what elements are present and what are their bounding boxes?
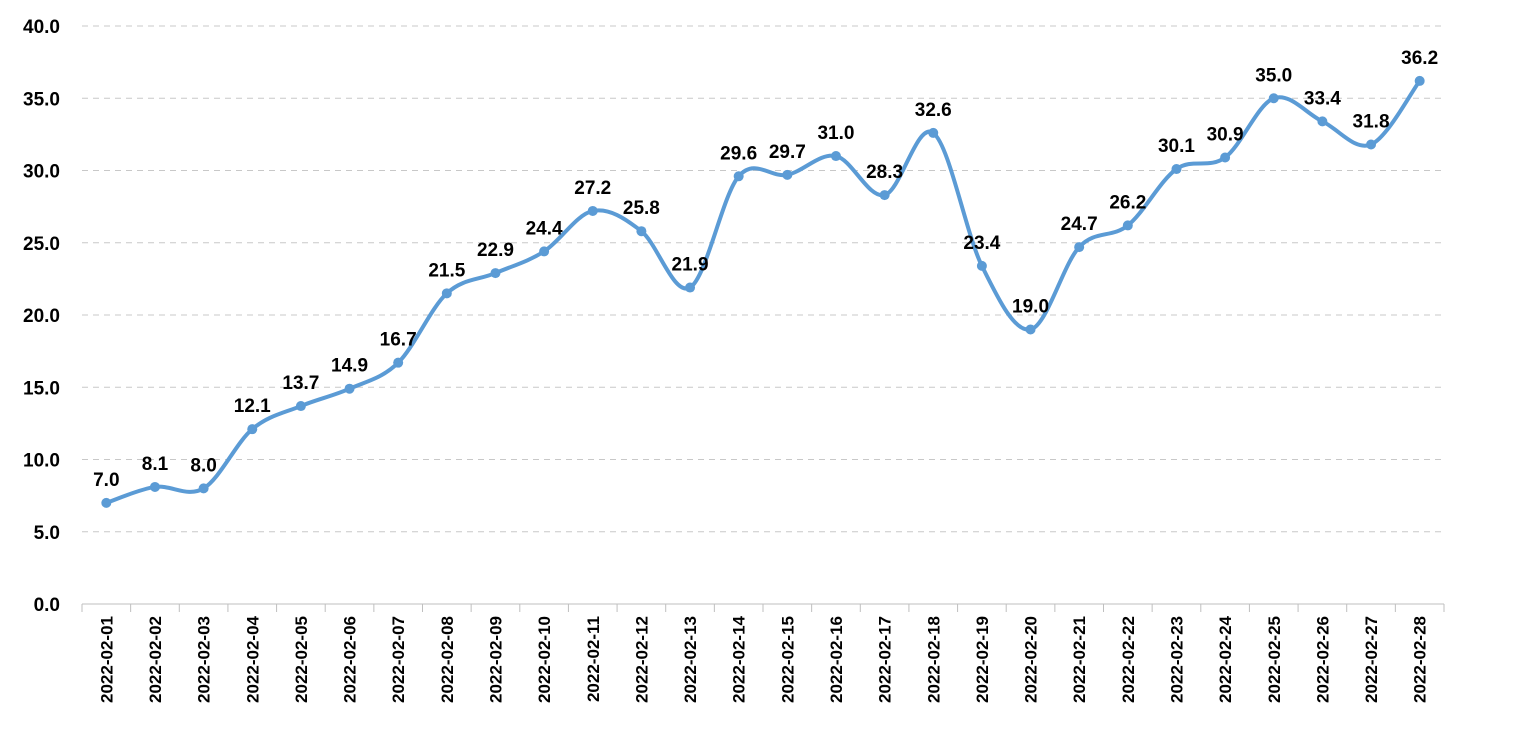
x-tick-label: 2022-02-08 — [438, 616, 457, 703]
y-tick-label: 20.0 — [23, 306, 60, 327]
x-tick-label: 2022-02-21 — [1070, 616, 1089, 703]
y-tick-label: 35.0 — [23, 89, 60, 110]
gridlines — [82, 25, 1444, 533]
x-tick-label: 2022-02-28 — [1411, 616, 1430, 703]
data-point — [830, 151, 841, 162]
data-label: 16.7 — [380, 330, 417, 351]
x-tick-label: 2022-02-11 — [584, 616, 603, 702]
x-tick-label: 2022-02-03 — [195, 616, 214, 703]
data-label: 13.7 — [282, 373, 319, 394]
x-tick-label: 2022-02-18 — [924, 616, 943, 703]
x-tick-label: 2022-02-14 — [730, 615, 749, 703]
x-tick-label: 2022-02-12 — [632, 616, 651, 703]
data-point — [1366, 139, 1377, 150]
data-label: 28.3 — [866, 162, 903, 183]
data-point — [928, 127, 939, 138]
data-label: 27.2 — [574, 178, 611, 199]
data-label: 29.6 — [720, 143, 757, 164]
data-label: 30.1 — [1158, 136, 1195, 157]
data-point — [879, 190, 890, 201]
data-label: 26.2 — [1109, 192, 1146, 213]
data-label: 31.8 — [1353, 111, 1390, 132]
data-point — [685, 282, 696, 293]
data-point — [101, 497, 112, 508]
data-label: 30.9 — [1207, 124, 1244, 145]
x-tick-label: 2022-02-16 — [827, 616, 846, 703]
data-points — [101, 75, 1425, 508]
data-point — [733, 171, 744, 182]
data-label: 8.1 — [142, 454, 169, 475]
data-label: 24.7 — [1061, 214, 1098, 235]
data-point — [393, 357, 404, 368]
x-tick-label: 2022-02-04 — [243, 615, 262, 703]
data-point — [295, 401, 306, 412]
data-point — [149, 481, 160, 492]
x-tick-label: 2022-02-26 — [1313, 616, 1332, 703]
data-label: 8.0 — [190, 455, 216, 476]
data-point — [782, 169, 793, 180]
data-point — [1220, 152, 1231, 163]
data-point — [1122, 220, 1133, 231]
data-point — [636, 226, 647, 237]
data-point — [344, 383, 355, 394]
data-point — [976, 260, 987, 271]
y-tick-label: 10.0 — [23, 451, 60, 472]
x-tick-label: 2022-02-25 — [1265, 616, 1284, 703]
data-label: 25.8 — [623, 198, 660, 219]
y-tick-label: 5.0 — [34, 523, 60, 544]
y-tick-label: 30.0 — [23, 162, 60, 183]
data-point — [1268, 93, 1279, 104]
y-tick-label: 0.0 — [34, 595, 60, 616]
x-tick-label: 2022-02-22 — [1119, 616, 1138, 703]
x-tick-label: 2022-02-07 — [389, 616, 408, 703]
x-tick-label: 2022-02-09 — [486, 616, 505, 703]
data-label: 32.6 — [915, 100, 952, 121]
x-tick-label: 2022-02-24 — [1216, 615, 1235, 703]
data-label: 33.4 — [1304, 88, 1341, 109]
x-tick-label: 2022-02-20 — [1022, 616, 1041, 703]
x-tick-label: 2022-02-23 — [1167, 616, 1186, 703]
data-point — [441, 288, 452, 299]
data-label: 7.0 — [93, 470, 119, 491]
data-point — [1414, 75, 1425, 86]
y-tick-label: 40.0 — [23, 17, 60, 38]
data-point — [198, 483, 209, 494]
data-label: 35.0 — [1255, 65, 1292, 86]
data-point — [539, 246, 550, 257]
data-labels: 7.0 8.1 8.0 12.1 13.7 14.9 16.7 21.5 22.9 24.4 27.… — [93, 48, 1438, 491]
data-point — [587, 205, 598, 216]
x-tick-label: 2022-02-05 — [292, 616, 311, 703]
data-label: 29.7 — [769, 142, 806, 163]
data-label: 12.1 — [234, 396, 271, 417]
data-label: 24.4 — [526, 218, 563, 239]
x-tick-label: 2022-02-01 — [97, 616, 116, 703]
x-tick-label: 2022-02-15 — [778, 616, 797, 703]
y-tick-label: 25.0 — [23, 234, 60, 255]
x-tick-label: 2022-02-13 — [681, 616, 700, 703]
x-tick-label: 2022-02-06 — [341, 616, 360, 703]
x-tick-label: 2022-02-02 — [146, 616, 165, 703]
x-axis-ticks: 2022-02-01 2022-02-02 2022-02-03 2022-02-04… — [81, 604, 1445, 703]
data-label: 22.9 — [477, 240, 514, 261]
data-label: 19.0 — [1012, 296, 1049, 317]
data-point — [1025, 324, 1036, 335]
y-tick-label: 15.0 — [23, 378, 60, 399]
data-point — [247, 424, 258, 435]
data-point — [1171, 164, 1182, 175]
x-tick-label: 2022-02-17 — [876, 616, 895, 703]
data-label: 21.5 — [428, 260, 465, 281]
x-tick-label: 2022-02-27 — [1362, 616, 1381, 703]
y-axis-ticks: 0.0 5.0 10.0 15.0 20.0 25.0 30.0 35.0 40.0 — [23, 17, 60, 616]
data-point — [1317, 116, 1328, 127]
data-label: 23.4 — [963, 233, 1000, 254]
data-label: 36.2 — [1401, 48, 1438, 69]
x-tick-label: 2022-02-19 — [973, 616, 992, 703]
data-label: 31.0 — [817, 123, 854, 144]
x-tick-label: 2022-02-10 — [535, 616, 554, 703]
data-point — [1074, 242, 1085, 253]
data-label: 14.9 — [331, 356, 368, 377]
data-label: 21.9 — [672, 255, 709, 276]
data-point — [490, 268, 501, 279]
